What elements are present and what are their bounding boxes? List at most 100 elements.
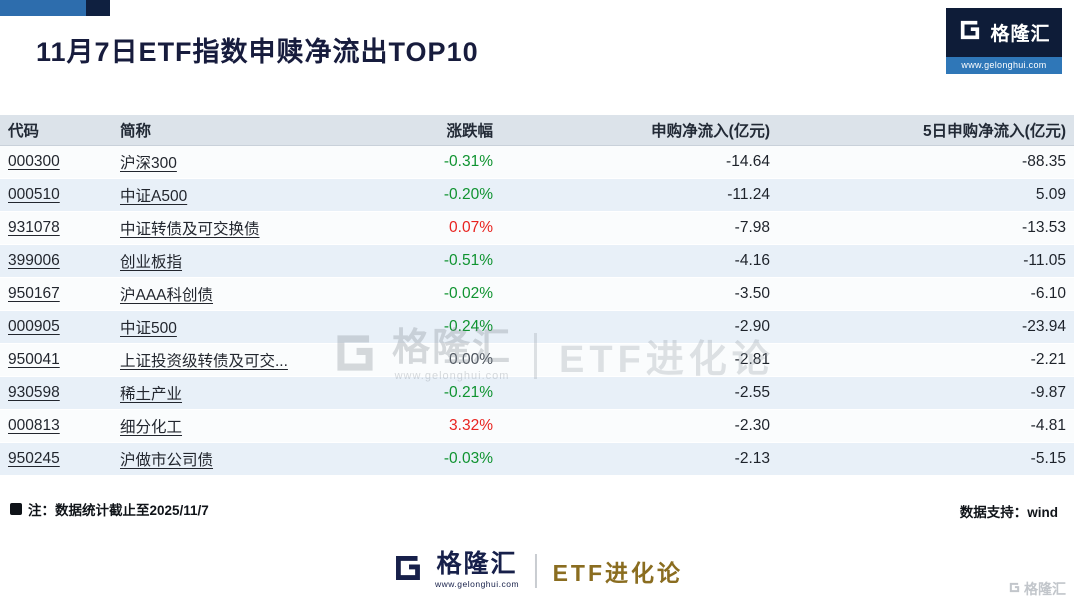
table-row: 950041 上证投资级转债及可交... 0.00% -2.81 -2.21 [0,344,1074,377]
change-value: -0.20% [443,186,493,203]
table-row: 931078 中证转债及可交换债 0.07% -7.98 -13.53 [0,212,1074,245]
table-row: 930598 稀土产业 -0.21% -2.55 -9.87 [0,377,1074,410]
table-row: 000813 细分化工 3.32% -2.30 -4.81 [0,410,1074,443]
change-cell: -0.02% [388,285,493,303]
change-cell: 0.07% [388,219,493,237]
col-header-name: 简称 [120,123,152,140]
etf-name-link[interactable]: 创业板指 [120,254,183,271]
gelonghui-monogram-icon [957,17,983,48]
table-row: 950245 沪做市公司债 -0.03% -2.13 -5.15 [0,443,1074,476]
net-inflow-5d-value: -13.53 [1022,219,1066,236]
table-body: 000300 沪深300 -0.31% -14.64 -88.35 000510… [0,146,1074,476]
col-header-inflow5d: 5日申购净流入(亿元) [923,123,1066,140]
change-value: 0.00% [449,351,493,368]
etf-name-link[interactable]: 中证A500 [120,188,188,205]
table-row: 000905 中证500 -0.24% -2.90 -23.94 [0,311,1074,344]
data-source-text: 数据支持：wind [959,505,1058,520]
net-inflow-5d-value: -23.94 [1022,318,1066,335]
page-title: 11月7日ETF指数申赎净流出TOP10 [36,37,479,67]
change-cell: -0.51% [388,252,493,270]
change-value: 0.07% [449,219,493,236]
col-header-code: 代码 [8,123,40,140]
net-inflow-value: -2.90 [734,318,770,335]
change-cell: -0.03% [388,450,493,468]
etf-code-link[interactable]: 950041 [8,351,60,368]
change-cell: -0.31% [388,153,493,171]
net-inflow-5d-value: -9.87 [1030,384,1066,401]
footer-brand-name: 格隆汇 [436,550,518,579]
accent-bar-navy [86,0,110,16]
etf-name-link[interactable]: 沪AAA科创债 [120,287,214,304]
gelonghui-logo: 格隆汇 www.gelonghui.com [946,8,1062,74]
etf-name-link[interactable]: 上证投资级转债及可交... [120,353,288,370]
corner-monogram-icon [1008,581,1021,597]
footer-logo: 格隆汇 www.gelonghui.com ETF进化论 [391,551,683,590]
net-inflow-value: -7.98 [734,219,770,236]
net-inflow-5d-value: -4.81 [1030,417,1066,434]
change-cell: -0.20% [388,186,493,204]
change-cell: -0.21% [388,384,493,402]
net-inflow-value: -2.13 [734,450,770,467]
etf-table: 代码 简称 涨跌幅 申购净流入(亿元) 5日申购净流入(亿元) 000300 沪… [0,115,1074,476]
net-inflow-5d-value: 5.09 [1035,186,1066,203]
etf-code-link[interactable]: 000300 [8,153,60,170]
table-row: 000510 中证A500 -0.20% -11.24 5.09 [0,179,1074,212]
change-value: 3.32% [449,417,493,434]
change-value: -0.51% [443,252,493,269]
footnote-text: 注：数据统计截止至2025/11/7 [28,503,209,518]
etf-name-link[interactable]: 中证转债及可交换债 [120,221,260,238]
net-inflow-value: -2.81 [734,351,770,368]
etf-code-link[interactable]: 000905 [8,318,60,335]
footer-logo-divider [535,553,537,588]
net-inflow-5d-value: -2.21 [1030,351,1066,368]
etf-name-link[interactable]: 中证500 [120,320,177,337]
table-row: 000300 沪深300 -0.31% -14.64 -88.35 [0,146,1074,179]
etf-code-link[interactable]: 950245 [8,450,60,467]
net-inflow-5d-value: -11.05 [1023,252,1066,269]
change-cell: -0.24% [388,318,493,336]
gelonghui-logo-box: 格隆汇 [946,8,1062,57]
net-inflow-value: -3.50 [734,285,770,302]
etf-code-link[interactable]: 930598 [8,384,60,401]
etf-code-link[interactable]: 399006 [8,252,60,269]
note-icon [10,503,22,515]
net-inflow-value: -14.64 [726,153,770,170]
etf-name-link[interactable]: 沪做市公司债 [120,452,214,469]
etf-name-link[interactable]: 细分化工 [120,419,183,436]
footer-monogram-icon [391,551,425,590]
col-header-change: 涨跌幅 [446,123,493,140]
corner-watermark: 格隆汇 [1008,579,1066,599]
etf-code-link[interactable]: 931078 [8,219,60,236]
footer-brand-url: www.gelonghui.com [434,579,520,590]
table-row: 950167 沪AAA科创债 -0.02% -3.50 -6.10 [0,278,1074,311]
table-row: 399006 创业板指 -0.51% -4.16 -11.05 [0,245,1074,278]
change-value: -0.31% [443,153,493,170]
change-cell: 3.32% [388,417,493,435]
etf-code-link[interactable]: 000813 [8,417,60,434]
table-header-row: 代码 简称 涨跌幅 申购净流入(亿元) 5日申购净流入(亿元) [0,115,1074,146]
change-value: -0.02% [443,285,493,302]
change-value: -0.21% [443,384,493,401]
etf-name-link[interactable]: 稀土产业 [120,386,183,403]
net-inflow-value: -2.55 [734,384,770,401]
change-cell: 0.00% [388,351,493,369]
corner-brand: 格隆汇 [1024,581,1066,597]
net-inflow-value: -4.16 [734,252,770,269]
net-inflow-5d-value: -6.10 [1030,285,1066,302]
accent-bar-blue [0,0,86,16]
col-header-inflow: 申购净流入(亿元) [651,123,770,140]
footer-series-name: ETF进化论 [552,559,684,586]
change-value: -0.24% [443,318,493,335]
net-inflow-5d-value: -5.15 [1030,450,1066,467]
net-inflow-value: -2.30 [734,417,770,434]
net-inflow-value: -11.24 [727,186,770,203]
brand-url: www.gelonghui.com [946,57,1062,74]
change-value: -0.03% [443,450,493,467]
etf-name-link[interactable]: 沪深300 [120,155,177,172]
footer-brand-block: 格隆汇 www.gelonghui.com [435,552,519,589]
net-inflow-5d-value: -88.35 [1022,153,1066,170]
footnote: 注：数据统计截止至2025/11/7 [10,499,209,519]
etf-code-link[interactable]: 000510 [8,186,60,203]
etf-code-link[interactable]: 950167 [8,285,60,302]
